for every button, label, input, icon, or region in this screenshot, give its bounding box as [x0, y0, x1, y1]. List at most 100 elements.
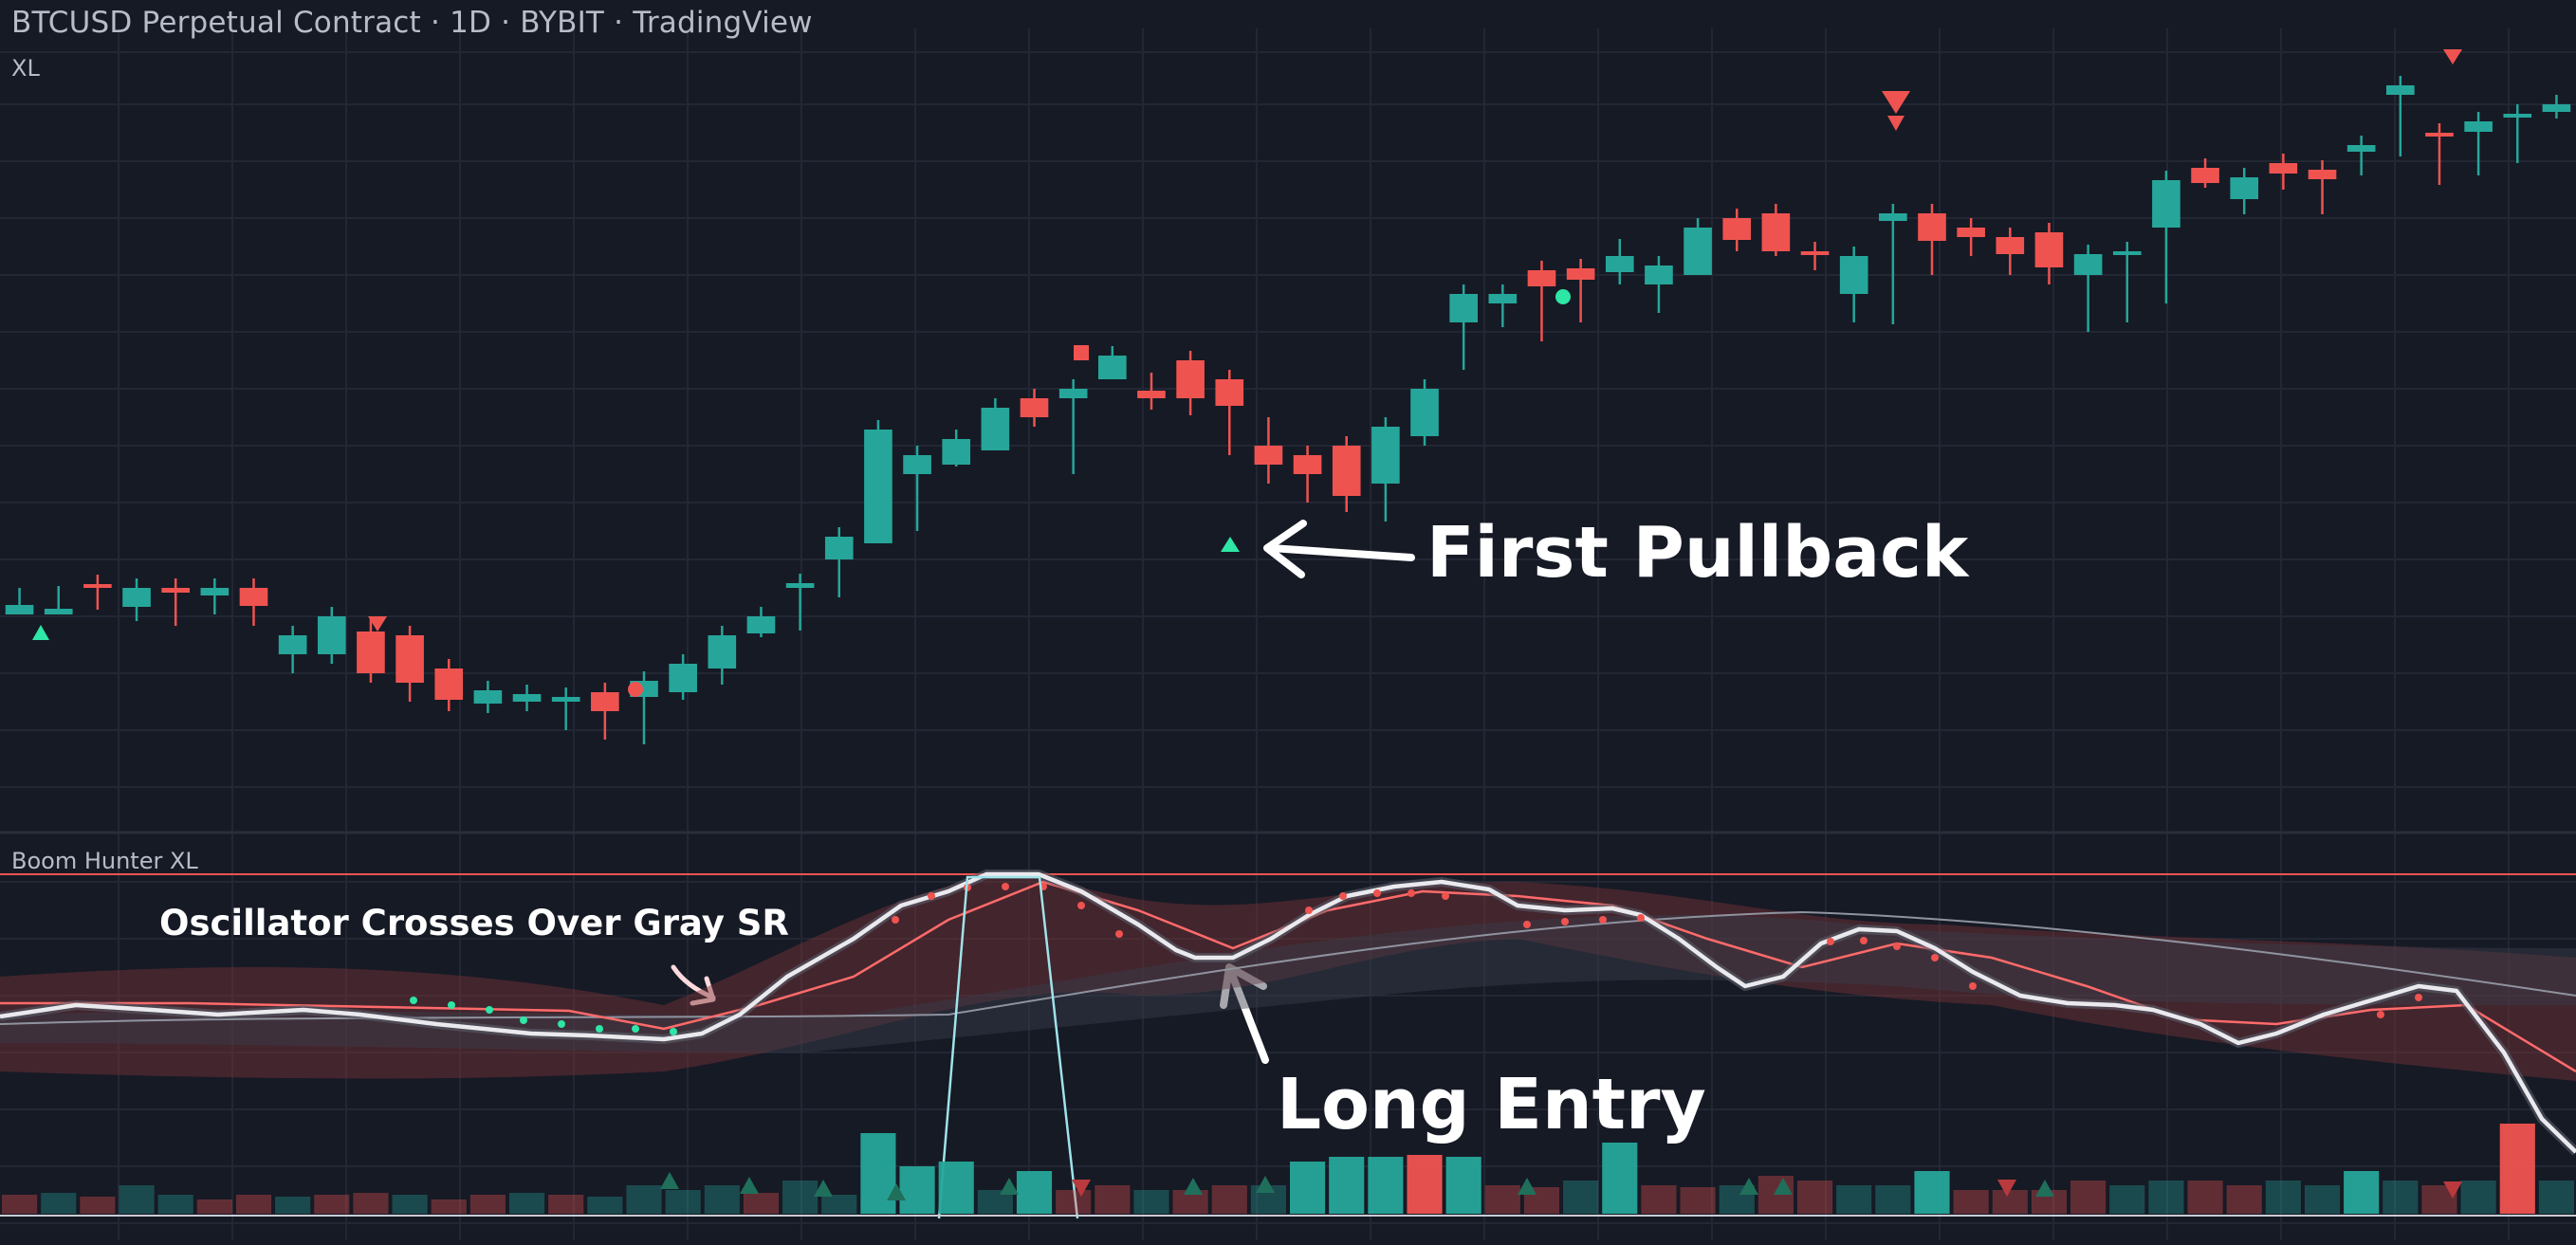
candle-body [785, 583, 815, 588]
candle-body [317, 616, 346, 654]
dot-red [1077, 902, 1085, 909]
symbol-title[interactable]: BTCUSD Perpetual Contract · 1D · BYBIT ·… [11, 6, 813, 40]
volume-bar [314, 1195, 350, 1214]
dot-red [1408, 889, 1415, 897]
volume-bar [353, 1193, 389, 1214]
volume-bar [2148, 1181, 2184, 1214]
dot-red [1561, 918, 1569, 925]
candle-body [1879, 213, 1907, 221]
candle-body [5, 605, 34, 614]
volume-bar [1407, 1155, 1443, 1214]
candle-body [1020, 398, 1049, 417]
candle-body [942, 439, 971, 465]
candle-body [2346, 145, 2376, 152]
candle-body [200, 588, 230, 595]
candle-body [1098, 356, 1127, 379]
dot-green [410, 997, 417, 1004]
volume-bar [2383, 1181, 2419, 1214]
volume-bar [2499, 1124, 2535, 1214]
volume-triangle-icon [887, 1183, 906, 1200]
indicator-label-xl[interactable]: XL [11, 55, 40, 82]
candle-body [434, 668, 464, 700]
volume-triangle-icon [1997, 1180, 2016, 1197]
volume-triangle-icon [2035, 1180, 2054, 1197]
candle-body [1800, 251, 1830, 255]
volume-bar [782, 1181, 819, 1214]
volume-bar [2265, 1181, 2301, 1214]
signal-square-icon [1074, 345, 1089, 360]
sell-marker-icon [368, 616, 387, 632]
dot-red [1373, 889, 1381, 897]
volume-bar [1056, 1190, 1092, 1214]
dot-green [448, 1001, 455, 1009]
candle-body [161, 588, 190, 593]
volume-bar [587, 1197, 623, 1214]
candle-body [1527, 270, 1556, 286]
candle-body [2386, 85, 2415, 95]
oscillator-line [0, 871, 2576, 1154]
dot-green [670, 1028, 677, 1035]
volume-bar [275, 1197, 311, 1214]
volume-bar [157, 1195, 193, 1214]
volume-triangle-icon [660, 1172, 679, 1189]
volume-triangle-icon [1256, 1176, 1275, 1193]
volume-bar [119, 1185, 155, 1214]
candle-body [1684, 228, 1712, 275]
candle-body [1957, 228, 1985, 237]
oscillator-cross-annotation: Oscillator Crosses Over Gray SR [159, 903, 789, 943]
candle-body [1488, 294, 1518, 303]
signal-markers [32, 49, 2462, 697]
grid-lines [0, 28, 2576, 1240]
oscillator-bands [0, 870, 2576, 1156]
candle-body [122, 588, 151, 607]
candle-body [512, 694, 542, 702]
volume-bars [2, 1124, 2574, 1214]
signal-dot-icon [1555, 289, 1571, 304]
dot-green [596, 1025, 603, 1033]
candle-body [2425, 133, 2454, 137]
volume-bar [80, 1197, 116, 1214]
dot-green [520, 1016, 527, 1024]
candle-body [1293, 455, 1322, 474]
volume-bar [1484, 1185, 1520, 1214]
dot-red [1305, 906, 1313, 914]
volume-bar [1836, 1185, 1872, 1214]
candle-body [1332, 446, 1361, 496]
annotation-arrows [671, 520, 1415, 1064]
volume-bar [2460, 1181, 2496, 1214]
volume-bar [235, 1195, 272, 1214]
candle-body [1410, 389, 1439, 436]
volume-bar [899, 1166, 935, 1214]
candle-body [2308, 170, 2337, 179]
volume-bar [1602, 1143, 1638, 1214]
volume-bar [1368, 1157, 1404, 1214]
volume-bar [2187, 1181, 2223, 1214]
candle-body [824, 537, 854, 559]
candle-body [1371, 427, 1400, 484]
candle-body [1722, 218, 1752, 240]
volume-triangle-icon [1739, 1178, 1758, 1195]
dot-red [928, 892, 935, 900]
candle-body [669, 664, 697, 692]
candle-body [1761, 213, 1791, 251]
volume-bar [1095, 1185, 1131, 1214]
candle-body [1645, 265, 1673, 284]
dot-red [1931, 954, 1939, 961]
candle-body [278, 635, 307, 654]
candle-body [591, 692, 619, 711]
volume-triangle-icon [1518, 1178, 1536, 1195]
volume-bar [469, 1195, 506, 1214]
volume-bar [2070, 1181, 2107, 1214]
candle-body [708, 635, 737, 668]
candle-body [239, 588, 268, 606]
candle-body [473, 690, 503, 704]
dot-red [1827, 938, 1834, 945]
volume-bar [1641, 1185, 1677, 1214]
candle-body [1058, 389, 1088, 398]
candle-body [551, 697, 580, 702]
volume-bar [665, 1190, 701, 1214]
candles [5, 76, 2571, 744]
oscillator-pane-label[interactable]: Boom Hunter XL [11, 848, 198, 874]
